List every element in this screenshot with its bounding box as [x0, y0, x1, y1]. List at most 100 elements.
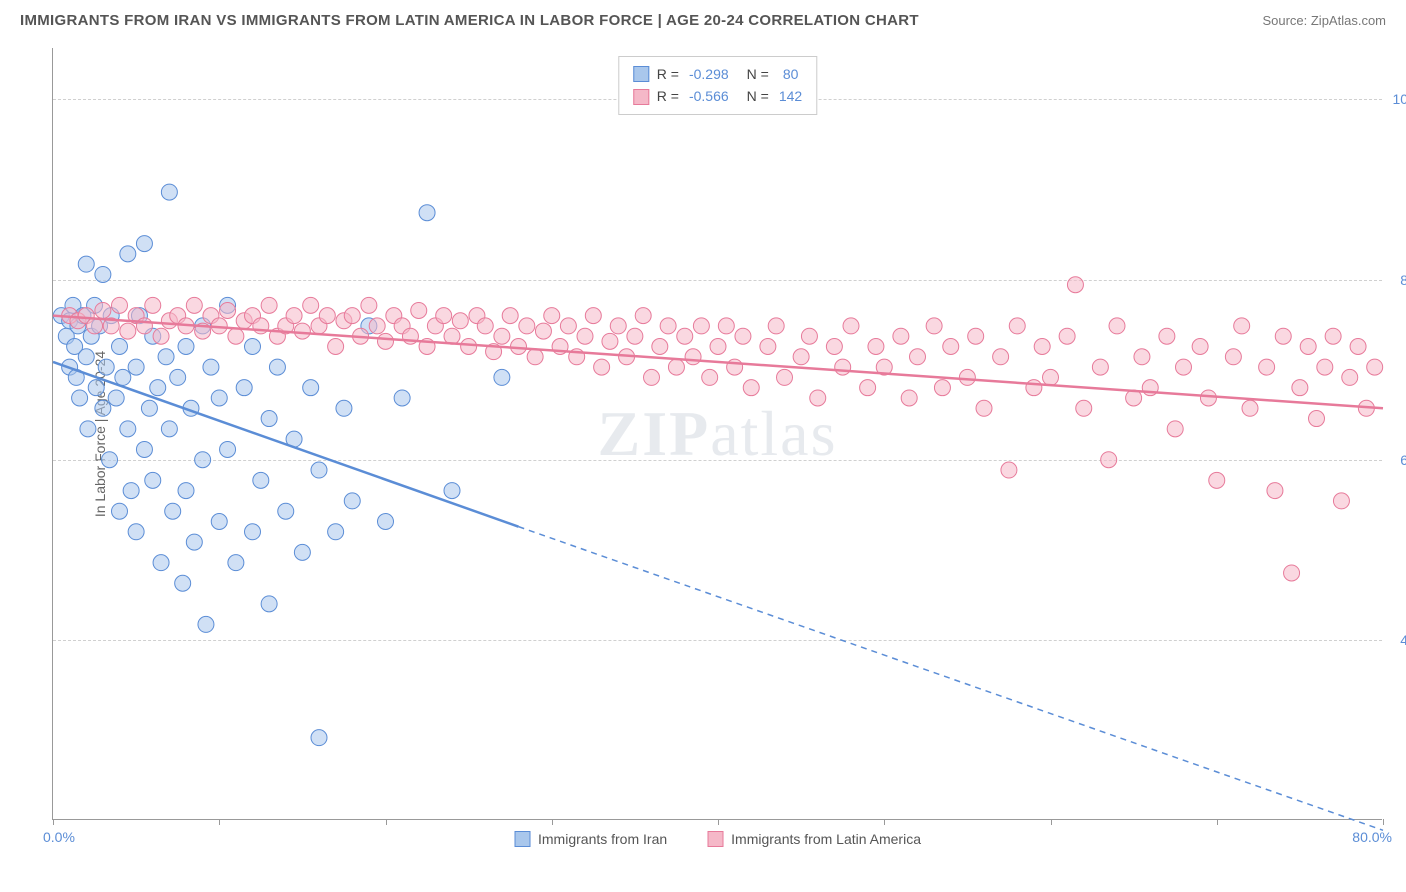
data-point	[477, 318, 493, 334]
data-point	[1167, 421, 1183, 437]
data-point	[1317, 359, 1333, 375]
data-point	[186, 297, 202, 313]
data-point	[835, 359, 851, 375]
data-point	[336, 400, 352, 416]
data-point	[1159, 328, 1175, 344]
data-point	[120, 421, 136, 437]
data-point	[1234, 318, 1250, 334]
data-point	[602, 333, 618, 349]
scatter-plot-svg	[53, 48, 1382, 819]
data-point	[88, 380, 104, 396]
legend-row-iran: R = -0.298 N = 80	[633, 63, 802, 85]
data-point	[585, 308, 601, 324]
data-point	[1325, 328, 1341, 344]
data-point	[494, 328, 510, 344]
data-point	[198, 616, 214, 632]
plot-area: In Labor Force | Age 20-24 100.0%82.5%65…	[52, 48, 1382, 820]
data-point	[527, 349, 543, 365]
data-point	[178, 483, 194, 499]
data-point	[245, 339, 261, 355]
data-point	[502, 308, 518, 324]
data-point	[102, 452, 118, 468]
data-point	[1267, 483, 1283, 499]
data-point	[269, 359, 285, 375]
data-point	[1259, 359, 1275, 375]
data-point	[161, 184, 177, 200]
data-point	[112, 339, 128, 355]
data-point	[136, 236, 152, 252]
data-point	[153, 555, 169, 571]
legend-row-latin: R = -0.566 N = 142	[633, 85, 802, 107]
data-point	[1342, 369, 1358, 385]
data-point	[72, 390, 88, 406]
data-point	[452, 313, 468, 329]
data-point	[1092, 359, 1108, 375]
legend-n-latin: 142	[779, 85, 802, 107]
data-point	[128, 524, 144, 540]
y-tick-label: 82.5%	[1400, 272, 1406, 288]
data-point	[1059, 328, 1075, 344]
data-point	[1192, 339, 1208, 355]
data-point	[95, 400, 111, 416]
data-point	[419, 205, 435, 221]
x-tick-label-min: 0.0%	[43, 829, 75, 845]
data-point	[461, 339, 477, 355]
data-point	[369, 318, 385, 334]
data-point	[444, 483, 460, 499]
data-point	[718, 318, 734, 334]
data-point	[652, 339, 668, 355]
data-point	[1309, 411, 1325, 427]
data-point	[165, 503, 181, 519]
data-point	[535, 323, 551, 339]
data-point	[519, 318, 535, 334]
data-point	[926, 318, 942, 334]
y-tick-label: 65.0%	[1400, 452, 1406, 468]
data-point	[78, 256, 94, 272]
data-point	[175, 575, 191, 591]
data-point	[801, 328, 817, 344]
data-point	[328, 524, 344, 540]
data-point	[843, 318, 859, 334]
data-point	[1275, 328, 1291, 344]
data-point	[123, 483, 139, 499]
data-point	[245, 524, 261, 540]
data-point	[411, 302, 427, 318]
series-legend: Immigrants from Iran Immigrants from Lat…	[514, 831, 921, 847]
data-point	[1242, 400, 1258, 416]
data-point	[211, 390, 227, 406]
data-point	[153, 328, 169, 344]
data-point	[311, 730, 327, 746]
data-point	[203, 359, 219, 375]
data-point	[1209, 472, 1225, 488]
data-point	[968, 328, 984, 344]
data-point	[760, 339, 776, 355]
data-point	[826, 339, 842, 355]
data-point	[1350, 339, 1366, 355]
legend-r-iran: -0.298	[689, 63, 729, 85]
data-point	[710, 339, 726, 355]
data-point	[128, 359, 144, 375]
data-point	[693, 318, 709, 334]
data-point	[735, 328, 751, 344]
data-point	[702, 369, 718, 385]
data-point	[577, 328, 593, 344]
data-point	[1200, 390, 1216, 406]
data-point	[78, 349, 94, 365]
data-point	[860, 380, 876, 396]
data-point	[236, 380, 252, 396]
data-point	[95, 302, 111, 318]
data-point	[261, 297, 277, 313]
data-point	[635, 308, 651, 324]
data-point	[294, 323, 310, 339]
data-point	[1292, 380, 1308, 396]
data-point	[120, 246, 136, 262]
data-point	[112, 503, 128, 519]
data-point	[660, 318, 676, 334]
data-point	[993, 349, 1009, 365]
data-point	[170, 369, 186, 385]
legend-r-label: R =	[657, 85, 679, 107]
data-point	[610, 318, 626, 334]
data-point	[436, 308, 452, 324]
legend-n-label: N =	[747, 85, 769, 107]
data-point	[1333, 493, 1349, 509]
